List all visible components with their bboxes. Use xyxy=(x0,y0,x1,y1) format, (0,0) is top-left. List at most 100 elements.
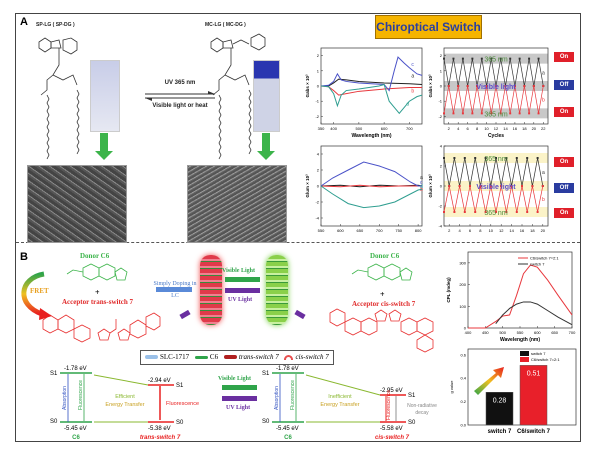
data-point xyxy=(476,85,479,87)
series-line-b xyxy=(320,85,422,96)
series-label: c xyxy=(420,180,423,186)
visible-light-label: Visible Light xyxy=(222,268,255,274)
data-point xyxy=(469,185,471,187)
c6-s1-energy: -1.78 eV xyxy=(64,366,87,372)
x-tick-label: 500 xyxy=(356,126,363,131)
series-line-c xyxy=(320,56,423,92)
data-point xyxy=(484,211,487,213)
series-line-a xyxy=(443,157,544,187)
donor-c6-label: Donor C6 xyxy=(80,252,110,260)
data-point xyxy=(495,85,497,87)
legend-cis: cis-switch 7 xyxy=(295,353,329,361)
s0-label: S0 xyxy=(50,419,58,425)
off-state-tag: Off xyxy=(554,80,574,90)
uv-light-arrow-2-icon xyxy=(222,396,257,401)
y-axis-label: Glum × 10³ xyxy=(428,174,433,198)
series-label: b xyxy=(420,187,423,193)
series-line-d xyxy=(320,83,423,115)
y-tick-label: 0 xyxy=(464,326,467,331)
data-point xyxy=(443,57,445,60)
panel-a-label: A xyxy=(20,16,28,28)
data-point xyxy=(461,57,464,60)
x-tick-label: 20 xyxy=(532,126,537,131)
data-point xyxy=(495,211,497,213)
data-point xyxy=(452,57,455,60)
green-down-arrow-icon xyxy=(95,133,113,160)
g-value-bar-chart: 0.0 0.2 0.4 0.6 g value 0.28 switch 7 0.51 C6/sw… xyxy=(449,348,577,435)
data-point xyxy=(479,185,482,187)
acceptor-s1-energy: -2.94 eV xyxy=(148,378,171,384)
data-point xyxy=(518,57,521,60)
x-tick-label: 12 xyxy=(499,228,504,233)
y-tick-label: -4 xyxy=(438,224,442,229)
plus-sign-right: + xyxy=(380,290,385,299)
x-tick-label: 550 xyxy=(517,330,524,335)
x-tick-label: 550 xyxy=(318,228,325,233)
y-tick-label: -2 xyxy=(315,200,319,205)
transfer-label-1: Efficient xyxy=(115,394,135,400)
sp-lg-label: SP-LG ( SP-DG ) xyxy=(36,22,75,28)
series-label: c xyxy=(411,62,414,68)
x-tick-label: 350 xyxy=(318,126,325,131)
x-tick-label: 18 xyxy=(530,228,535,233)
donor-label: C6 xyxy=(72,435,80,441)
mc-vial-photo xyxy=(253,60,280,132)
y-tick-label: 0.0 xyxy=(460,423,466,428)
data-point xyxy=(505,211,508,213)
data-point xyxy=(457,85,460,87)
data-point xyxy=(495,157,497,159)
data-point xyxy=(531,185,534,187)
x-tick-label: 600 xyxy=(381,126,388,131)
plot-area xyxy=(320,47,423,125)
category-label: C6/switch 7 xyxy=(517,429,551,435)
data-point xyxy=(443,157,445,159)
x-tick-label: 20 xyxy=(541,228,546,233)
legend-label: C6/switch 7=2:1 xyxy=(530,256,559,261)
transfer-line xyxy=(305,374,381,396)
equilibrium-arrows-icon xyxy=(145,91,215,101)
uv-365-band-label: 365 nm xyxy=(484,111,508,118)
series-line-d xyxy=(320,185,423,209)
s1-label: S1 xyxy=(50,371,58,377)
series-line-c xyxy=(320,161,422,187)
trans-swatch-icon xyxy=(223,355,237,360)
nonrad-label-1: Non-radiative xyxy=(407,403,437,409)
x-tick-label: 16 xyxy=(520,228,525,233)
panel-divider xyxy=(16,242,580,243)
data-point xyxy=(518,112,521,115)
bar-0 xyxy=(485,392,514,426)
data-point xyxy=(490,57,493,60)
x-axis-label: Wavelength (nm) xyxy=(500,337,540,343)
series-label: d xyxy=(420,184,423,190)
donor-c6-right-structure xyxy=(351,263,413,281)
legend-slc: SLC-1717 xyxy=(160,353,190,361)
y-tick-label: 0.2 xyxy=(460,399,466,404)
visible-light-arrow-2-icon xyxy=(222,385,257,390)
acceptor-s0-label: S0 xyxy=(408,420,416,426)
series-label: a xyxy=(542,70,545,76)
series-label: b xyxy=(542,197,545,203)
absorption-label: Absorption xyxy=(274,386,280,410)
on-state-tag: On xyxy=(554,157,574,167)
acceptor-s1-label: S1 xyxy=(408,393,416,399)
c6-s1-energy: -1.78 eV xyxy=(276,366,299,372)
x-tick-label: 650 xyxy=(551,330,558,335)
acceptor-fluor-label: Fluorescence xyxy=(166,401,199,407)
data-point xyxy=(474,211,477,213)
donor-c6-right-label: Donor C6 xyxy=(370,252,400,260)
acceptor-trans-label: Acceptor trans-switch 7 xyxy=(62,298,134,306)
legend-swatch xyxy=(520,357,529,362)
data-point xyxy=(443,112,445,115)
series-label: a xyxy=(542,170,545,176)
fret-curved-arrow-icon xyxy=(21,271,52,320)
x-tick-label: 600 xyxy=(534,330,541,335)
cis-lc-helix-image xyxy=(266,255,288,325)
increase-arrow-icon xyxy=(474,367,504,395)
data-point xyxy=(443,211,445,213)
fluorescence-label: Fluorescence xyxy=(290,380,296,410)
acceptor-s1-label: S1 xyxy=(176,383,184,389)
on-state-tag: On xyxy=(554,107,574,117)
visible-light-band-label: Visible light xyxy=(476,84,516,91)
